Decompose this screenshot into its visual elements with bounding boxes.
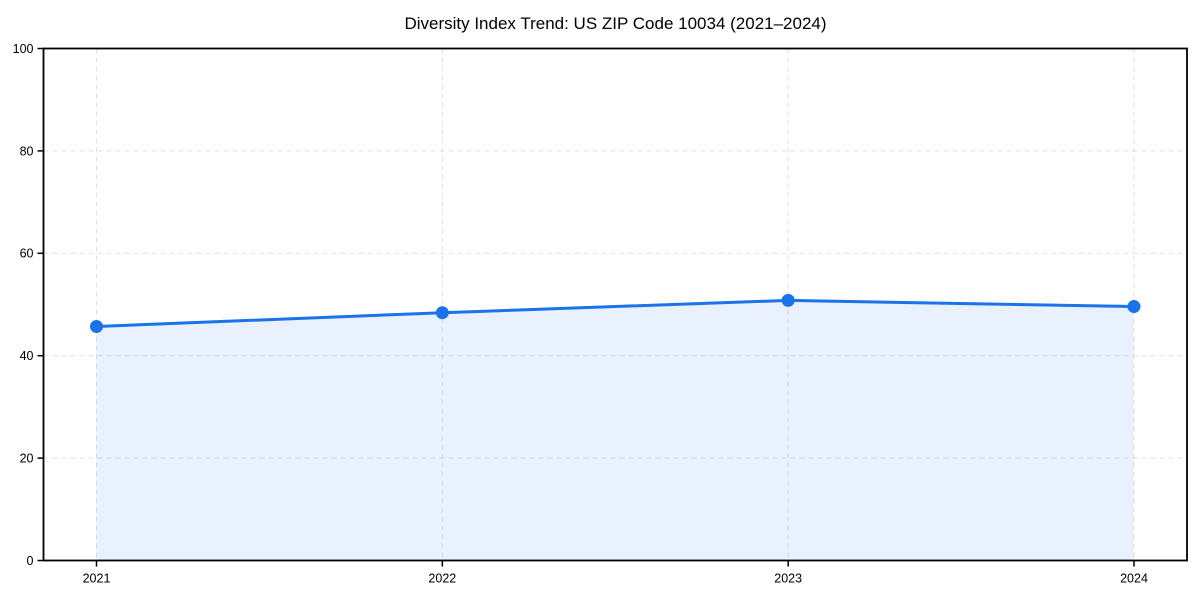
trend-line <box>95 298 1136 329</box>
y-tick-label: 0 <box>27 554 34 568</box>
y-tick-label: 100 <box>13 42 34 56</box>
y-tick-label: 80 <box>20 144 34 158</box>
x-tick-label: 2023 <box>774 572 802 586</box>
x-tick-label: 2021 <box>83 572 111 586</box>
area-fill <box>96 300 1134 561</box>
y-tick-label: 60 <box>20 247 34 261</box>
plot-border <box>42 47 1188 562</box>
data-point-2024 <box>1127 300 1141 314</box>
x-tick-label: 2024 <box>1120 572 1148 586</box>
y-tick-label: 40 <box>20 349 34 363</box>
data-point-2022 <box>435 306 449 320</box>
x-tick-label: 2022 <box>428 572 456 586</box>
data-point-2023 <box>781 293 795 307</box>
chart-title: Diversity Index Trend: US ZIP Code 10034… <box>404 14 827 33</box>
y-tick-label: 20 <box>20 451 34 465</box>
data-point-2021 <box>90 320 103 334</box>
